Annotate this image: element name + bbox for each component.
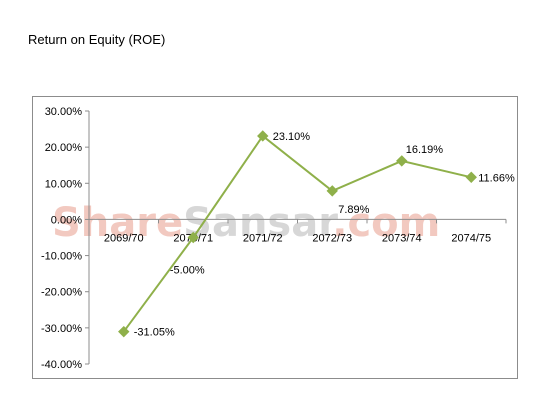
y-tick-label: -20.00%: [41, 287, 82, 299]
y-tick-label: -10.00%: [41, 251, 82, 263]
chart-title: Return on Equity (ROE): [28, 32, 166, 47]
series-line: [122, 134, 472, 333]
data-label: -31.05%: [134, 327, 175, 339]
data-point-marker: [187, 231, 199, 244]
x-tick-label: 2074/75: [451, 232, 491, 244]
data-label: 23.10%: [273, 131, 311, 143]
y-tick-label: 20.00%: [45, 142, 83, 154]
chart-frame: [32, 96, 518, 379]
data-label: 11.66%: [478, 172, 515, 184]
x-tick-label: 2071/72: [243, 232, 283, 244]
data-point-marker: [118, 325, 130, 338]
data-point-marker: [396, 155, 408, 167]
data-point-marker: [326, 185, 338, 197]
x-tick-label: 2072/73: [312, 232, 352, 244]
x-tick-label: 2069/70: [104, 232, 144, 244]
data-label: -5.00%: [170, 265, 205, 277]
y-tick-label: 0.00%: [51, 214, 82, 226]
data-point-marker: [465, 171, 477, 183]
data-label: 7.89%: [338, 204, 369, 216]
x-tick-label: 2073/74: [382, 232, 422, 244]
y-tick-label: 10.00%: [45, 178, 83, 190]
data-label: 16.19%: [406, 144, 444, 156]
y-tick-label: 30.00%: [45, 106, 83, 118]
data-point-marker: [257, 130, 269, 142]
watermark-text: ShareSansar.com: [52, 200, 440, 246]
y-tick-label: -30.00%: [41, 323, 82, 335]
y-tick-label: -40.00%: [41, 359, 82, 371]
